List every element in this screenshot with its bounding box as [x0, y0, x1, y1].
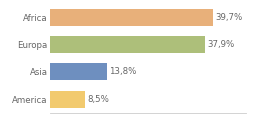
Bar: [50, 36, 205, 53]
Text: 39,7%: 39,7%: [215, 13, 242, 22]
Bar: [50, 63, 107, 80]
Text: 8,5%: 8,5%: [88, 95, 109, 104]
Text: 37,9%: 37,9%: [207, 40, 235, 49]
Bar: [50, 9, 213, 26]
Bar: [50, 91, 85, 108]
Text: 13,8%: 13,8%: [109, 67, 137, 76]
